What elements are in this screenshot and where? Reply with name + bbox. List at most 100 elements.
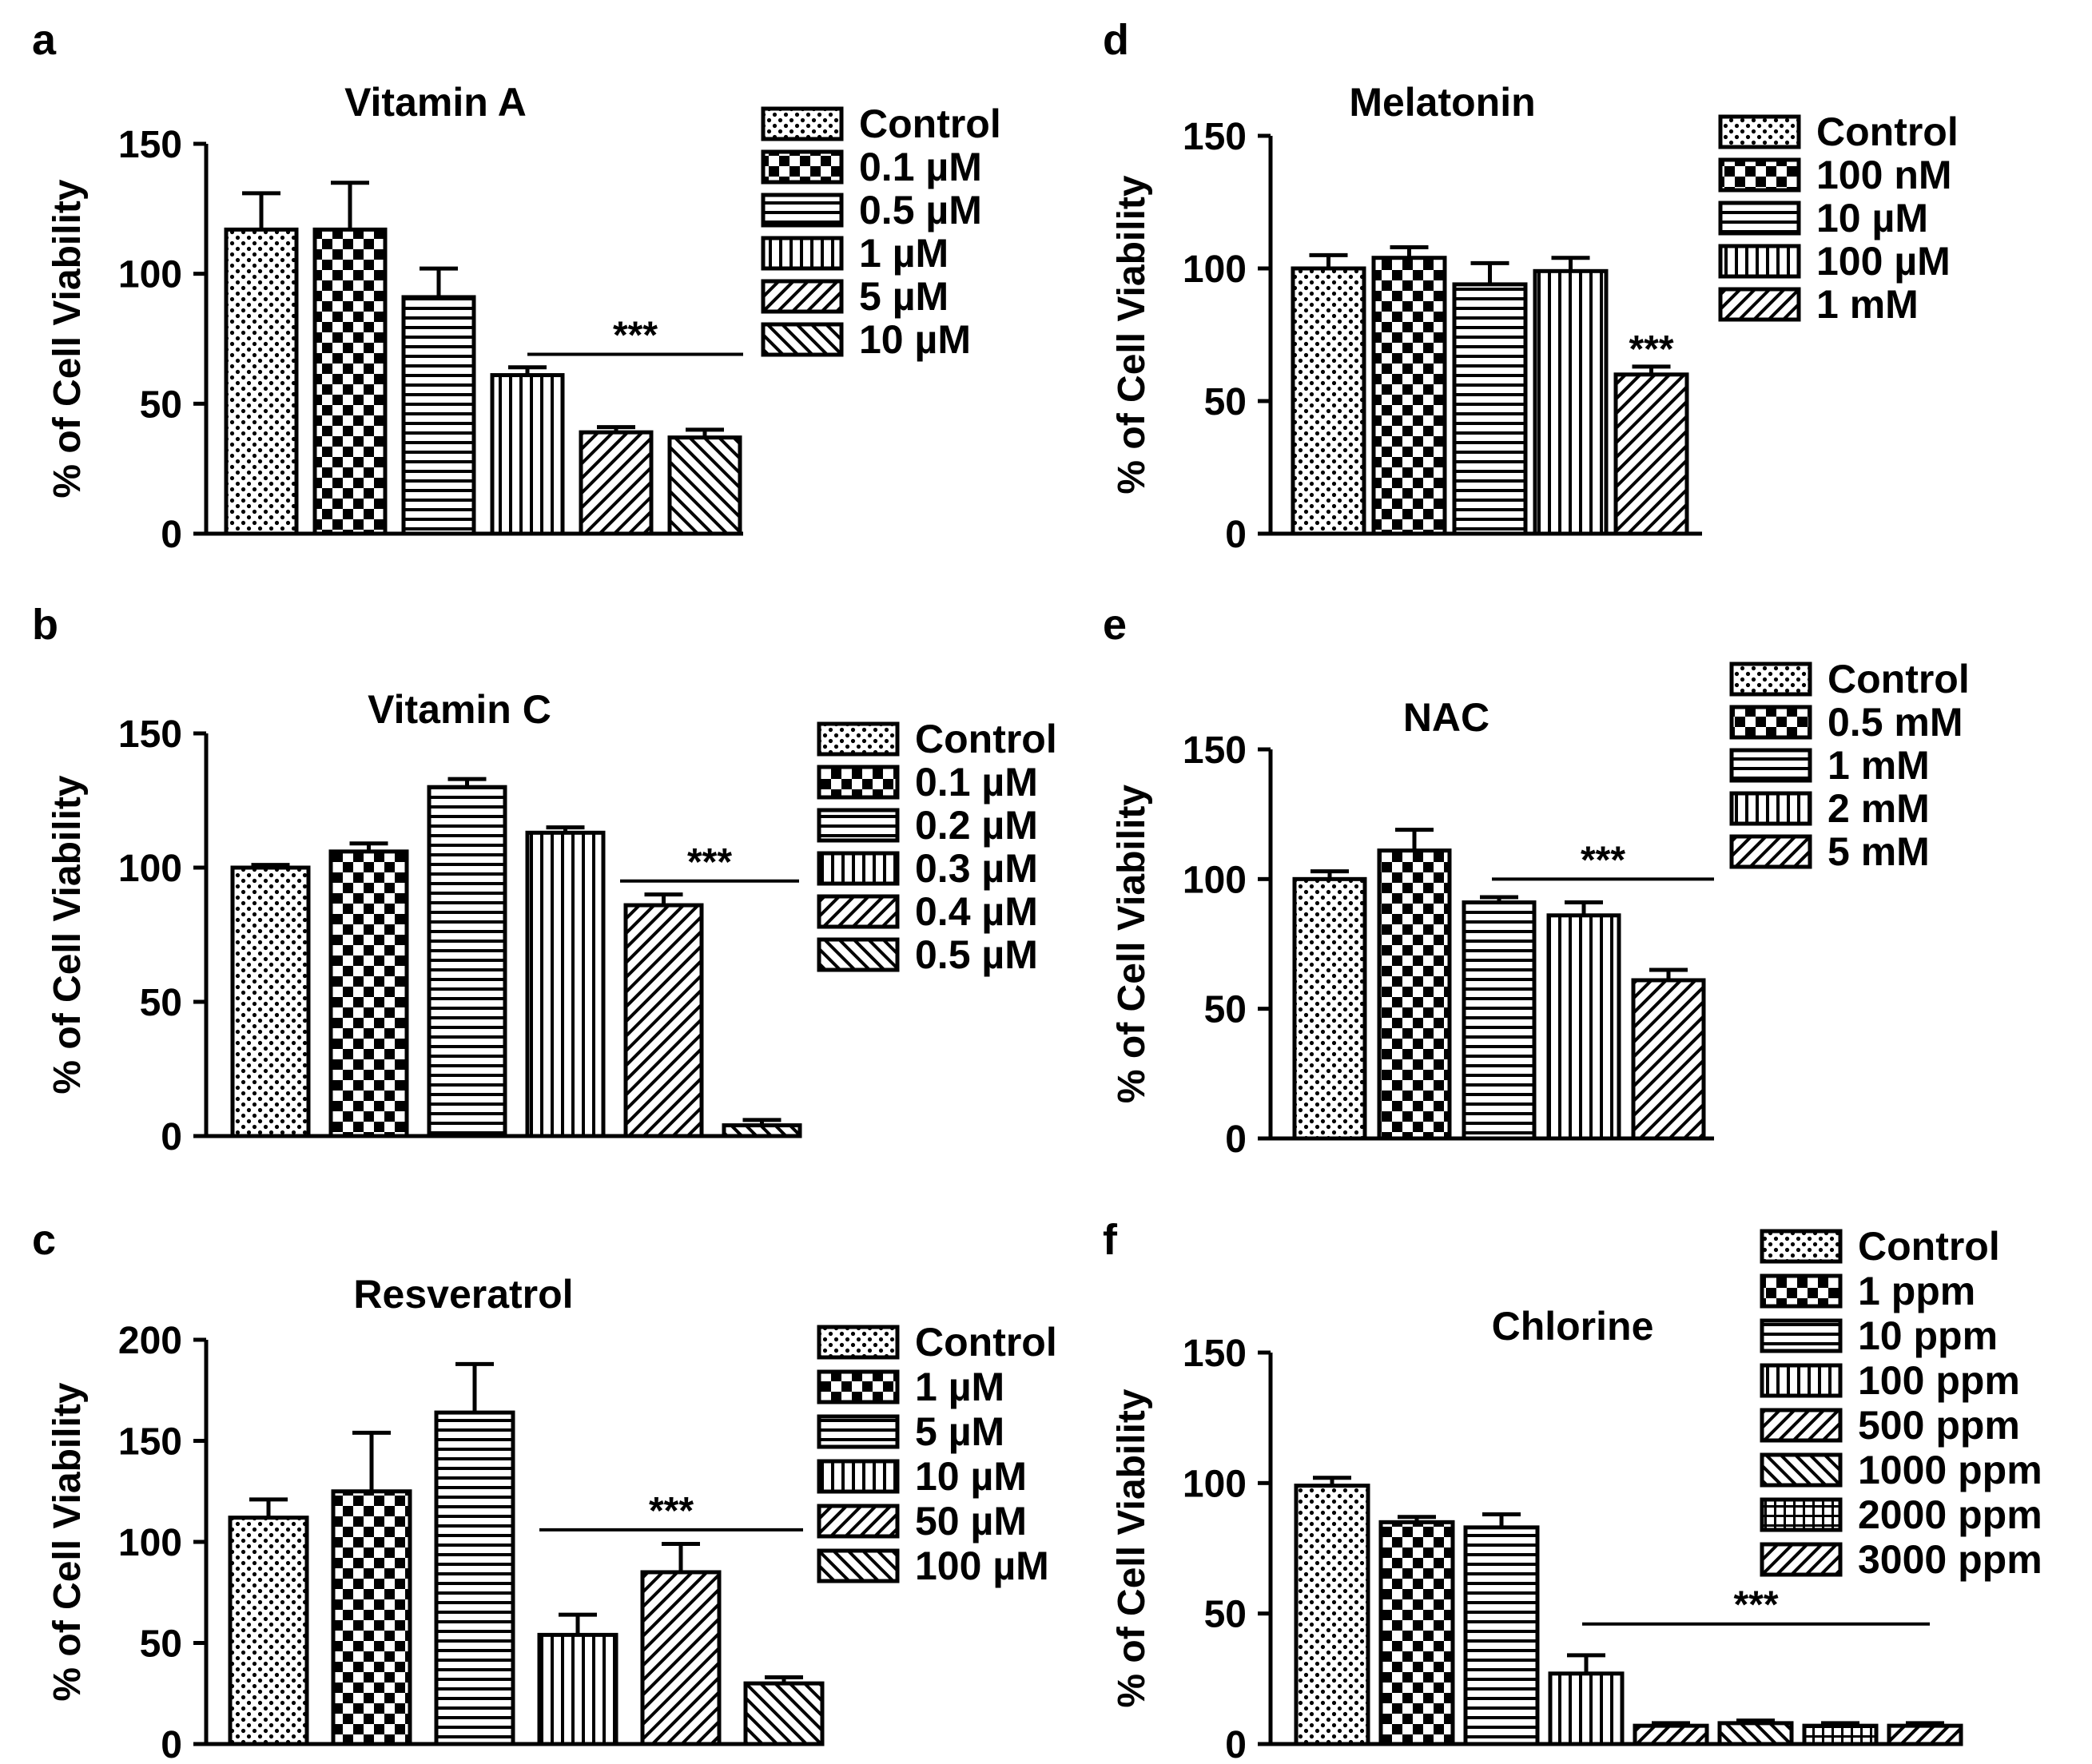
legend-label: 5 µM	[859, 274, 949, 319]
legend-label: 0.5 µM	[859, 188, 982, 232]
panel-letter-d: d	[1103, 16, 1129, 64]
legend-label: 1 mM	[1828, 743, 1930, 788]
bar-50-µM	[640, 1570, 722, 1746]
legend-swatch	[1760, 1273, 1843, 1309]
legend-label: 1 µM	[915, 1365, 1004, 1409]
y-axis-label: % of Cell Viability	[46, 1382, 89, 1702]
panel-letter-b: b	[32, 601, 58, 649]
legend-label: 2 mM	[1828, 786, 1930, 831]
legend-swatch	[1729, 662, 1812, 697]
legend-swatch	[817, 1369, 900, 1404]
legend-label: Control	[1816, 109, 1959, 154]
chart-title: Vitamin A	[344, 80, 527, 125]
bar-Control	[230, 865, 311, 1138]
legend-label: 100 nM	[1816, 153, 1952, 197]
bar-0.5-µM	[401, 295, 476, 536]
bar-Control	[224, 227, 299, 536]
bar-1-µM	[331, 1489, 412, 1746]
bar-2000-ppm	[1802, 1723, 1879, 1746]
significance-label: ***	[649, 1490, 694, 1532]
y-tick-label: 50	[1204, 989, 1247, 1031]
legend-label: Control	[915, 1320, 1057, 1365]
legend-swatch	[1760, 1452, 1843, 1488]
bar-0.4-µM	[623, 903, 704, 1138]
panel-letter-a: a	[32, 16, 57, 64]
y-tick-label: 150	[118, 713, 182, 756]
legend-swatch	[1760, 1542, 1843, 1577]
legend-swatch	[1760, 1408, 1843, 1443]
y-tick-label: 50	[1204, 381, 1247, 423]
legend-label: 500 ppm	[1858, 1403, 2020, 1448]
legend-label: 100 ppm	[1858, 1358, 2020, 1403]
bar-0.1-µM	[312, 227, 388, 536]
bar-0.3-µM	[525, 830, 606, 1138]
legend-label: 1000 ppm	[1858, 1448, 2042, 1492]
panel-f: f Chlorine 0 50 100 150 % of Cell Viability ***…	[1103, 1216, 2042, 1764]
y-tick-label: 150	[1183, 729, 1247, 772]
legend-label: 0.5 µM	[915, 932, 1038, 977]
y-tick-label: 0	[161, 1724, 182, 1764]
y-axis-label: % of Cell Viability	[1111, 175, 1153, 495]
bar-5-µM	[434, 1410, 515, 1746]
bar-Control	[1292, 876, 1367, 1141]
y-tick-label: 100	[1183, 1463, 1247, 1505]
legend-swatch	[817, 765, 900, 800]
legend-label: Control	[1828, 657, 1970, 701]
chart-title: Resveratrol	[353, 1272, 573, 1317]
legend-label: Control	[915, 717, 1057, 761]
y-tick-label: 150	[1183, 1333, 1247, 1375]
y-tick-label: 100	[118, 848, 182, 890]
bar-Control	[1294, 1484, 1370, 1746]
bar-5-µM	[579, 430, 654, 536]
panel-a: a Vitamin A 0 50 100 150 % of Cell Viability **…	[32, 16, 1001, 556]
bar-5-mM	[1631, 978, 1706, 1141]
chart-title: Chlorine	[1492, 1304, 1654, 1349]
legend-swatch	[817, 851, 900, 886]
bar-3000-ppm	[1887, 1723, 1963, 1746]
significance-label: ***	[1629, 328, 1673, 371]
legend-swatch	[1718, 244, 1801, 279]
legend-swatch	[817, 1548, 900, 1583]
panel-letter-e: e	[1103, 601, 1127, 649]
legend-label: 10 µM	[1816, 196, 1928, 240]
legend-label: 10 ppm	[1858, 1313, 1998, 1358]
y-tick-label: 50	[140, 1623, 182, 1666]
legend-swatch	[761, 279, 844, 314]
legend-swatch	[761, 322, 844, 357]
legend-swatch	[1760, 1497, 1843, 1532]
legend-swatch	[761, 106, 844, 141]
legend-label: 100 µM	[1816, 239, 1951, 284]
y-tick-label: 50	[140, 383, 182, 426]
bar-100-µM	[743, 1681, 825, 1746]
legend-swatch	[1760, 1318, 1843, 1353]
legend-swatch	[761, 236, 844, 271]
legend-label: 5 mM	[1828, 829, 1930, 874]
bar-Control	[1291, 266, 1366, 536]
legend-label: 100 µM	[915, 1544, 1049, 1588]
significance-label: ***	[687, 841, 732, 884]
legend-swatch	[1718, 157, 1801, 193]
bar-10-µM	[537, 1632, 618, 1746]
y-tick-label: 50	[1204, 1594, 1247, 1636]
y-tick-label: 150	[118, 1421, 182, 1464]
legend-label: 0.1 µM	[859, 145, 982, 189]
legend-swatch	[1729, 705, 1812, 740]
legend-label: 50 µM	[915, 1499, 1027, 1544]
panel-e: e NAC 0 50 100 150 % of Cell Viability *** Contr…	[1103, 601, 1970, 1161]
y-tick-label: 50	[140, 982, 182, 1024]
bar-1-mM	[1462, 900, 1537, 1141]
bar-100-ppm	[1548, 1671, 1625, 1746]
bar-500-ppm	[1633, 1723, 1709, 1746]
legend-label: 3000 ppm	[1858, 1537, 2042, 1582]
legend-label: 2000 ppm	[1858, 1492, 2042, 1537]
y-tick-label: 150	[118, 124, 182, 166]
chart-title: Vitamin C	[368, 687, 551, 732]
y-axis-label: % of Cell Viability	[1111, 1389, 1153, 1708]
bar-10-µM	[1452, 282, 1528, 536]
